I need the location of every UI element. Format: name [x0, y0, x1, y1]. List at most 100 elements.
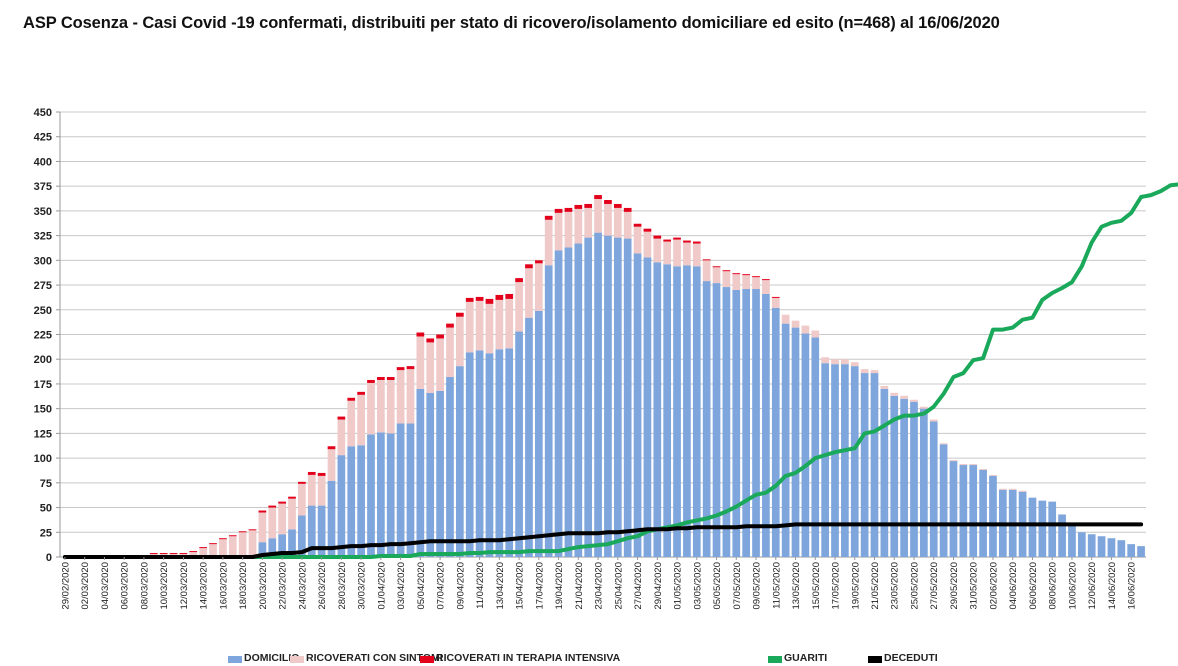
chart-area: 0 25 50 75 100 125 150 175 200 225 250 275 300 325 350… [34, 107, 1178, 610]
bar-ricoverati-in-terapia-intensiva [268, 505, 277, 508]
bar-ricoverati-con-sintomi [268, 507, 277, 539]
bar-ricoverati-con-sintomi [228, 536, 237, 557]
bar-domicilio [525, 317, 533, 557]
y-tick-label: 0 [46, 552, 52, 564]
bar-ricoverati-in-terapia-intensiva [278, 501, 286, 504]
bar-ricoverati-con-sintomi [209, 544, 217, 557]
x-tick-label: 24/03/2020 [297, 562, 308, 610]
bar-ricoverati-in-terapia-intensiva [554, 208, 563, 213]
bar-ricoverati-con-sintomi [929, 419, 938, 422]
bar-domicilio [742, 289, 751, 557]
bar-domicilio [702, 281, 711, 557]
bar-domicilio [929, 421, 938, 557]
bar-ricoverati-con-sintomi [584, 207, 593, 238]
bar-domicilio [781, 323, 790, 557]
bar-ricoverati-con-sintomi [248, 530, 257, 557]
bar-domicilio [307, 505, 316, 557]
bar-domicilio [989, 475, 997, 557]
bar-domicilio [653, 262, 662, 557]
bar-ricoverati-con-sintomi [880, 385, 889, 389]
x-tick-label: 04/06/2020 [1008, 562, 1019, 610]
bar-ricoverati-con-sintomi [505, 298, 514, 349]
bar-ricoverati-con-sintomi [416, 336, 425, 389]
y-tick-label: 350 [34, 206, 52, 218]
bar-ricoverati-in-terapia-intensiva [534, 260, 543, 264]
bar-ricoverati-con-sintomi [791, 320, 800, 328]
bar-ricoverati-in-terapia-intensiva [228, 535, 237, 537]
bar-ricoverati-in-terapia-intensiva [396, 367, 405, 371]
bar-ricoverati-con-sintomi [781, 314, 790, 324]
bar-domicilio [1087, 534, 1096, 557]
bar-domicilio [683, 265, 691, 557]
x-tick-label: 21/04/2020 [574, 562, 585, 610]
bar-ricoverati-con-sintomi [673, 239, 681, 267]
bar-ricoverati-con-sintomi [258, 512, 267, 543]
bar-ricoverati-con-sintomi [317, 475, 326, 506]
x-tick-label: 05/05/2020 [712, 562, 723, 610]
bar-ricoverati-con-sintomi [762, 280, 770, 294]
bar-ricoverati-in-terapia-intensiva [377, 377, 385, 380]
x-tick-label: 14/03/2020 [199, 562, 210, 610]
bar-ricoverati-con-sintomi [712, 267, 721, 284]
bar-ricoverati-in-terapia-intensiva [495, 294, 504, 300]
bar-ricoverati-con-sintomi [307, 474, 316, 506]
bar-ricoverati-in-terapia-intensiva [288, 496, 296, 499]
y-tick-label: 175 [34, 379, 52, 391]
bar-domicilio [870, 373, 879, 557]
y-tick-label: 300 [34, 255, 52, 267]
bar-ricoverati-in-terapia-intensiva [347, 397, 356, 401]
bar-ricoverati-con-sintomi [377, 379, 385, 433]
bar-ricoverati-in-terapia-intensiva [199, 547, 208, 549]
bar-domicilio [890, 395, 899, 557]
x-tick-label: 08/03/2020 [139, 562, 150, 610]
bar-ricoverati-con-sintomi [554, 212, 563, 251]
legend-item-guariti: GUARITI [768, 652, 827, 664]
bar-domicilio [791, 327, 800, 557]
bar-ricoverati-con-sintomi [534, 263, 543, 311]
bar-ricoverati-con-sintomi [998, 488, 1007, 490]
bar-ricoverati-con-sintomi [594, 199, 602, 233]
bar-ricoverati-con-sintomi [406, 369, 415, 424]
bar-domicilio [1048, 501, 1057, 557]
bar-domicilio [396, 423, 405, 557]
bar-ricoverati-in-terapia-intensiva [465, 297, 474, 302]
bar-ricoverati-con-sintomi [574, 208, 583, 244]
bar-ricoverati-con-sintomi [653, 238, 662, 263]
bar-domicilio [633, 253, 642, 557]
x-tick-label: 10/03/2020 [159, 562, 170, 610]
x-tick-label: 23/05/2020 [890, 562, 901, 610]
legend: DOMICILIO RICOVERATI CON SINTOMI RICOVER… [0, 652, 1178, 666]
bar-ricoverati-in-terapia-intensiva [663, 239, 672, 242]
bar-ricoverati-con-sintomi [752, 277, 760, 290]
legend-item-domicilio: DOMICILIO [228, 652, 299, 664]
bar-ricoverati-con-sintomi [821, 357, 829, 364]
bar-series [149, 195, 1145, 558]
bar-ricoverati-con-sintomi [732, 274, 741, 290]
bar-domicilio [406, 423, 415, 557]
bar-domicilio [1058, 514, 1066, 557]
bar-domicilio [900, 398, 908, 557]
bar-domicilio [317, 505, 326, 557]
bar-ricoverati-in-terapia-intensiva [337, 416, 346, 420]
bar-ricoverati-con-sintomi [396, 370, 405, 424]
x-tick-label: 20/03/2020 [258, 562, 269, 610]
bar-domicilio [1068, 524, 1076, 557]
legend-item-ricoverati-con-sintomi: RICOVERATI CON SINTOMI [290, 652, 443, 664]
bar-ricoverati-con-sintomi [515, 282, 523, 332]
bar-domicilio [860, 373, 869, 557]
legend-swatch [228, 656, 242, 663]
bar-domicilio [377, 432, 385, 557]
y-tick-label: 150 [34, 404, 52, 416]
line-deceduti [62, 522, 1144, 559]
bar-ricoverati-con-sintomi [189, 552, 198, 557]
bar-domicilio [594, 232, 602, 557]
x-tick-label: 25/04/2020 [613, 562, 624, 610]
x-tick-label: 17/05/2020 [831, 562, 842, 610]
bar-ricoverati-in-terapia-intensiva [446, 323, 454, 328]
bar-domicilio [426, 392, 435, 557]
bar-domicilio [920, 408, 928, 557]
bar-domicilio [821, 363, 829, 557]
bar-domicilio [1038, 500, 1047, 557]
bar-ricoverati-in-terapia-intensiva [653, 235, 662, 239]
bar-domicilio [1137, 546, 1145, 557]
